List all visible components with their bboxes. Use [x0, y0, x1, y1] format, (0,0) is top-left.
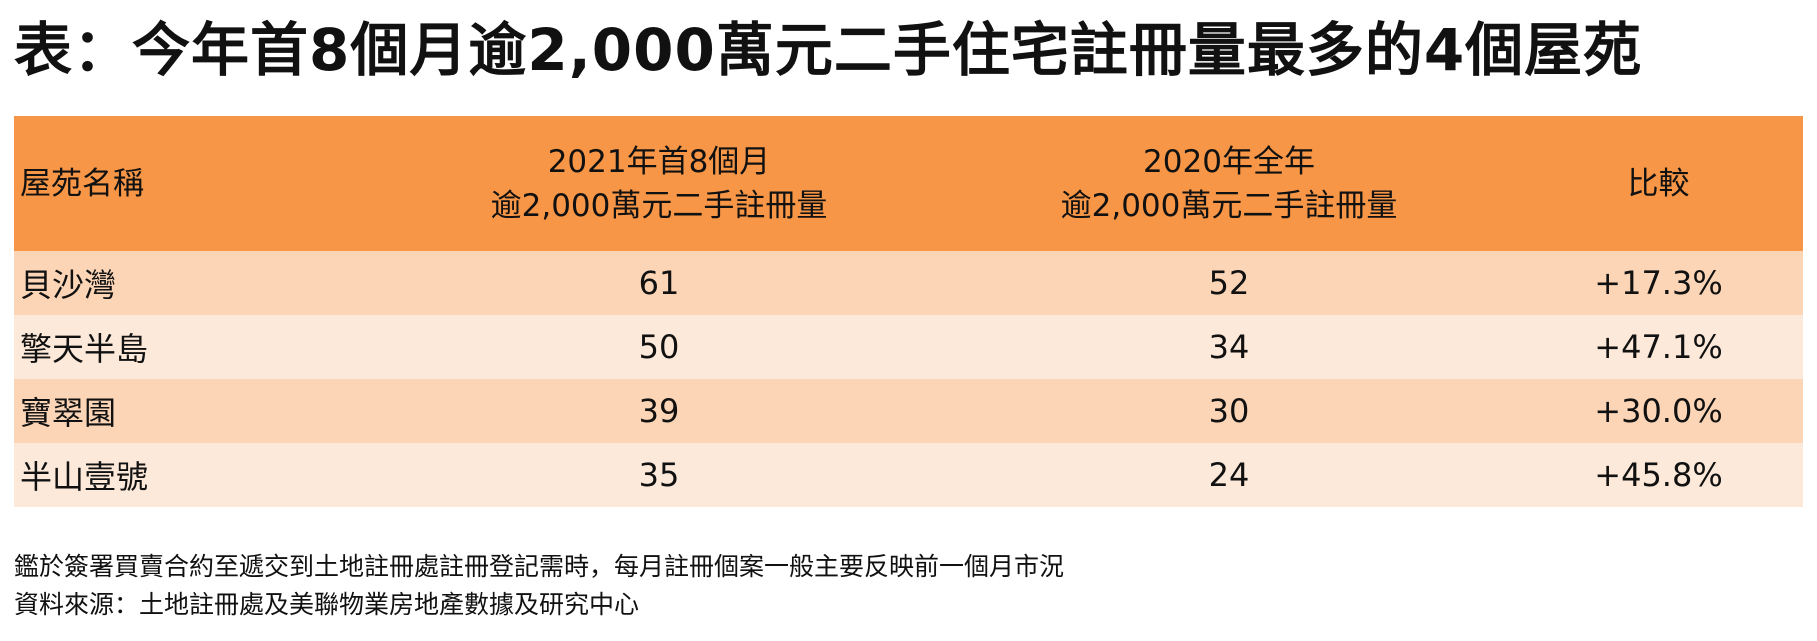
cell-change: +47.1% — [1514, 315, 1803, 379]
header-2020-line2: 逾2,000萬元二手註冊量 — [1060, 187, 1398, 224]
cell-estate-name: 半山壹號 — [14, 443, 374, 507]
cell-change: +17.3% — [1514, 251, 1803, 315]
cell-2021-count: 35 — [374, 443, 944, 507]
cell-estate-name: 貝沙灣 — [14, 251, 374, 315]
table-row: 半山壹號 35 24 +45.8% — [14, 443, 1803, 507]
header-2021-line1: 2021年首8個月 — [547, 143, 771, 180]
cell-2020-count: 24 — [944, 443, 1514, 507]
header-2021-count: 2021年首8個月 逾2,000萬元二手註冊量 — [374, 116, 944, 251]
cell-change: +45.8% — [1514, 443, 1803, 507]
cell-estate-name: 擎天半島 — [14, 315, 374, 379]
cell-2020-count: 30 — [944, 379, 1514, 443]
table-row: 寶翠園 39 30 +30.0% — [14, 379, 1803, 443]
header-2020-count: 2020年全年 逾2,000萬元二手註冊量 — [944, 116, 1514, 251]
footnote-registration-lag: 鑑於簽署買賣合約至遞交到土地註冊處註冊登記需時，每月註冊個案一般主要反映前一個月… — [14, 552, 1065, 581]
cell-2020-count: 34 — [944, 315, 1514, 379]
table-row: 貝沙灣 61 52 +17.3% — [14, 251, 1803, 315]
cell-2021-count: 39 — [374, 379, 944, 443]
cell-2021-count: 61 — [374, 251, 944, 315]
header-estate-name: 屋苑名稱 — [14, 116, 374, 251]
table-row: 擎天半島 50 34 +47.1% — [14, 315, 1803, 379]
header-2020-line1: 2020年全年 — [1143, 143, 1315, 180]
header-2021-line2: 逾2,000萬元二手註冊量 — [490, 187, 828, 224]
footnote-source: 資料來源：土地註冊處及美聯物業房地產數據及研究中心 — [14, 590, 640, 619]
header-compare: 比較 — [1514, 116, 1803, 251]
page-title: 表：今年首8個月逾2,000萬元二手住宅註冊量最多的4個屋苑 — [14, 16, 1643, 84]
footnotes: 鑑於簽署買賣合約至遞交到土地註冊處註冊登記需時，每月註冊個案一般主要反映前一個月… — [14, 548, 1064, 624]
cell-change: +30.0% — [1514, 379, 1803, 443]
table-header-row: 屋苑名稱 2021年首8個月 逾2,000萬元二手註冊量 2020年全年 逾2,… — [14, 116, 1803, 251]
cell-2020-count: 52 — [944, 251, 1514, 315]
data-table: 屋苑名稱 2021年首8個月 逾2,000萬元二手註冊量 2020年全年 逾2,… — [14, 116, 1803, 507]
cell-estate-name: 寶翠園 — [14, 379, 374, 443]
cell-2021-count: 50 — [374, 315, 944, 379]
